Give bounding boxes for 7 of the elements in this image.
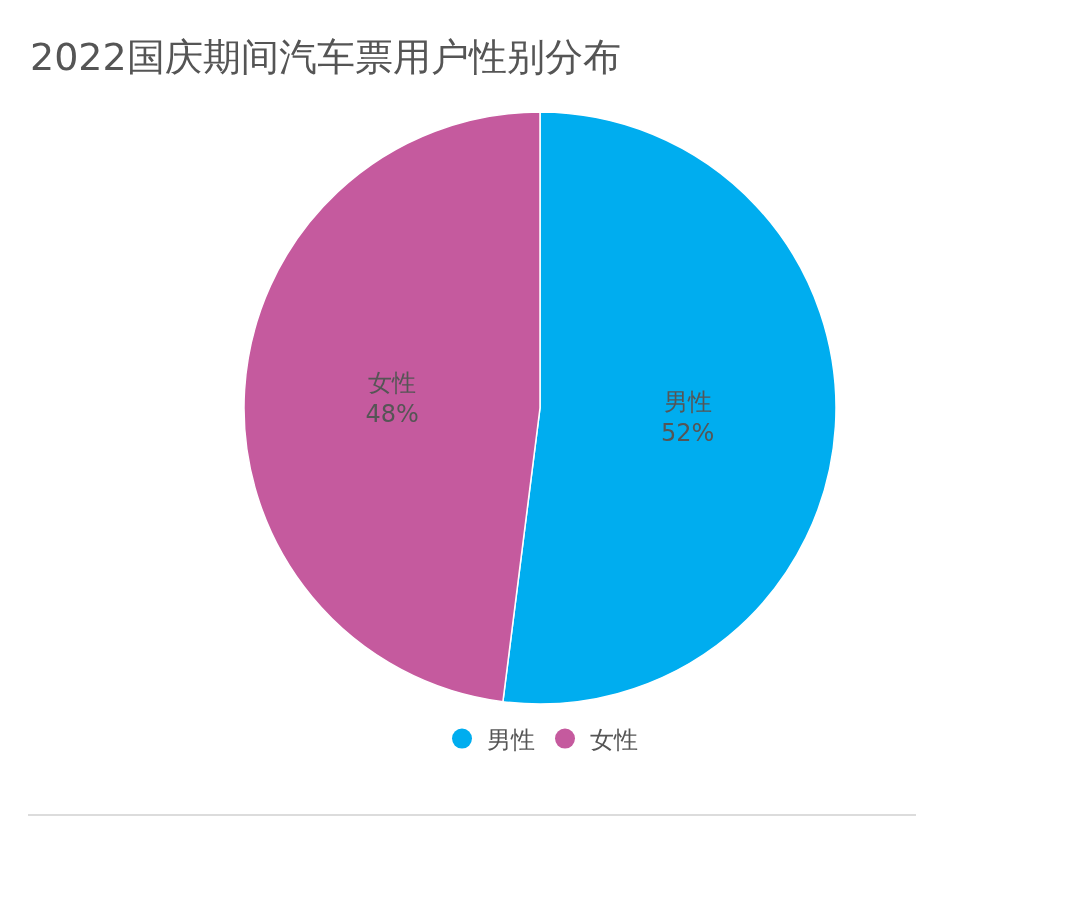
- data-label: 48%: [365, 400, 419, 429]
- data-label: 52%: [661, 418, 715, 447]
- legend-label: 女性: [590, 725, 638, 754]
- legend-label: 男性: [487, 725, 535, 754]
- slice-label: 男性: [663, 387, 712, 416]
- chart-title: 2022国庆期间汽车票用户性别分布: [30, 35, 621, 80]
- slice-label: 女性: [368, 369, 417, 398]
